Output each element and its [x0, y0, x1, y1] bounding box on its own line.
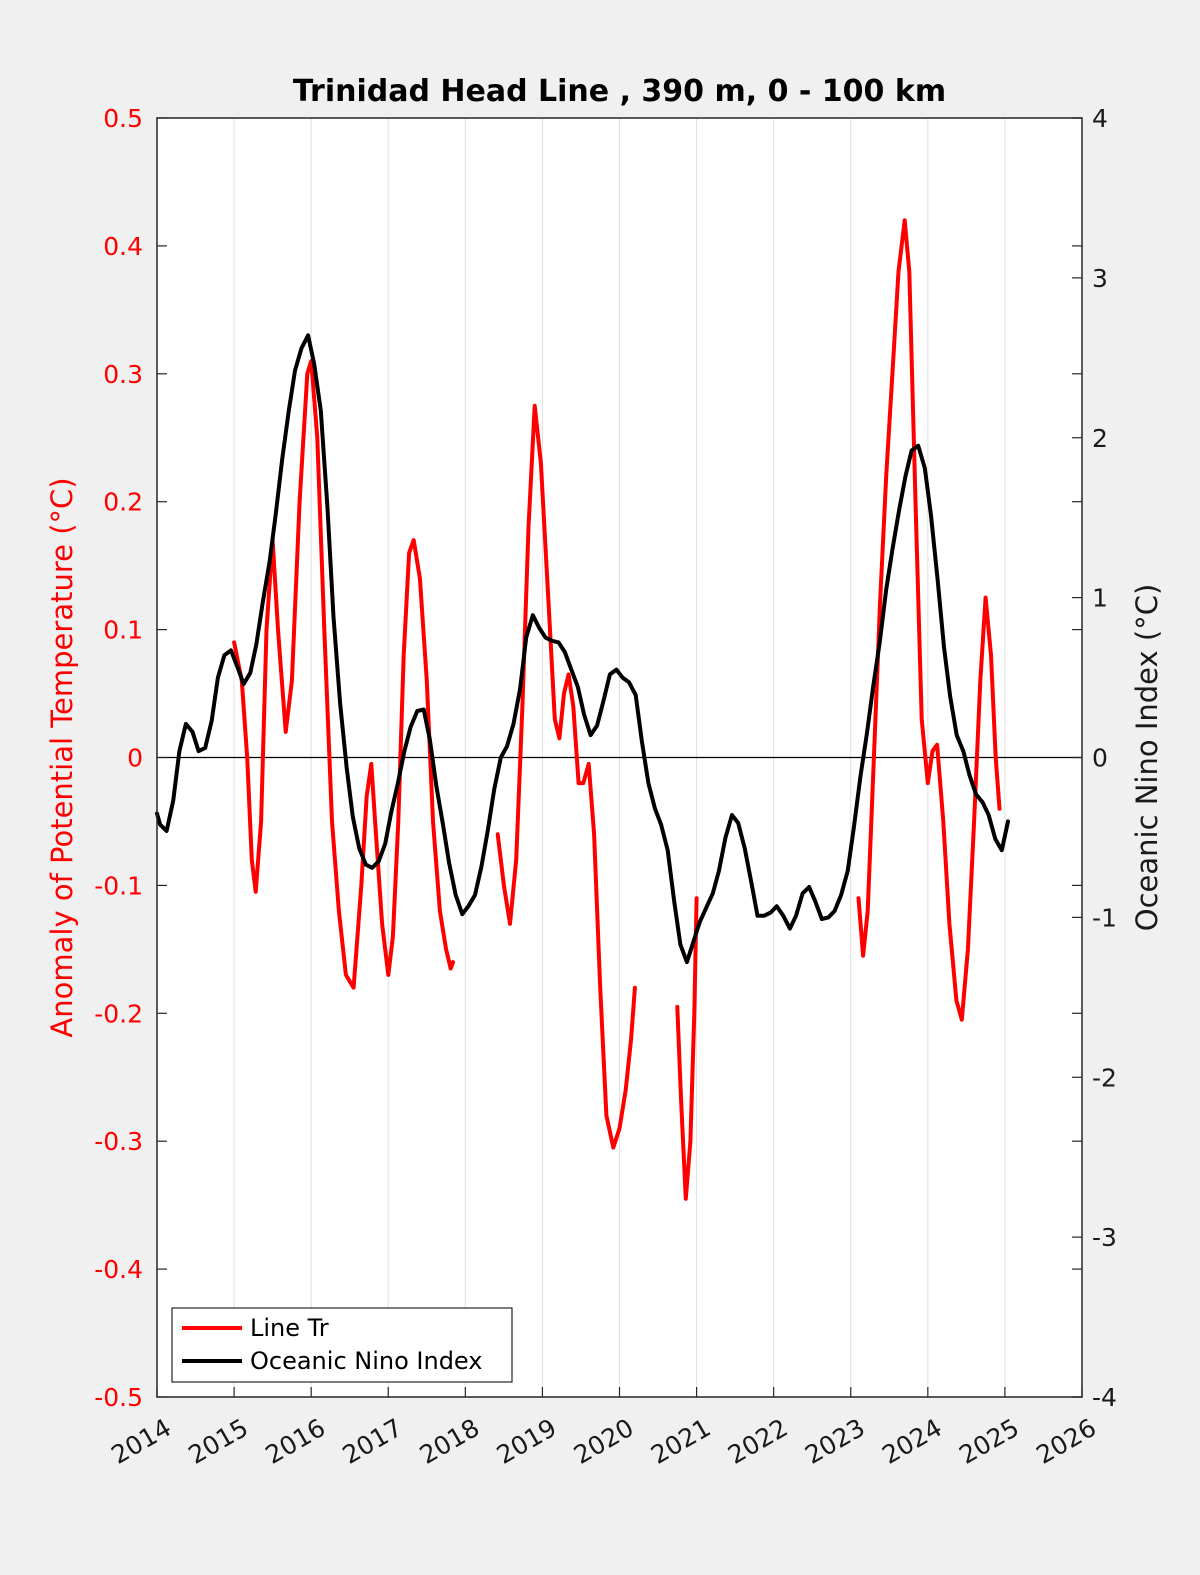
series-line-tr: [495, 403, 637, 1150]
right-tick-label: 4: [1092, 104, 1108, 133]
right-axis-label: Oceanic Nino Index (°C): [1130, 584, 1164, 932]
right-tick-label: -1: [1092, 903, 1117, 932]
right-tick-label: -3: [1092, 1223, 1117, 1252]
series-oni: [155, 333, 1010, 965]
right-tick-label: 2: [1092, 424, 1108, 453]
left-tick-label: 0.4: [103, 232, 143, 261]
left-tick-label: -0.3: [94, 1127, 143, 1156]
legend: Line Tr Oceanic Nino Index: [171, 1307, 513, 1383]
right-tick-label: 3: [1092, 264, 1108, 293]
left-tick-label: 0.1: [103, 616, 143, 645]
left-tick-label: 0: [127, 744, 143, 773]
chart-title: Trinidad Head Line , 390 m, 0 - 100 km: [293, 74, 946, 109]
right-tick-label: -2: [1092, 1063, 1117, 1092]
left-tick-label: -0.1: [94, 871, 143, 900]
series-line-tr: [675, 896, 699, 1201]
legend-entry-oni: Oceanic Nino Index: [250, 1347, 482, 1375]
right-tick-label: 1: [1092, 584, 1108, 613]
left-axis-label: Anomaly of Potential Temperature (°C): [45, 477, 79, 1037]
left-tick-label: -0.2: [94, 999, 143, 1028]
left-tick-label: -0.5: [94, 1383, 143, 1412]
legend-entry-line-tr: Line Tr: [250, 1314, 329, 1342]
series-line-tr: [856, 218, 1002, 1022]
left-tick-label: 0.3: [103, 360, 143, 389]
left-tick-label: -0.4: [94, 1255, 143, 1284]
right-tick-label: -4: [1092, 1383, 1117, 1412]
legend-box: [171, 1307, 513, 1383]
left-tick-label: 0.2: [103, 488, 143, 517]
right-tick-label: 0: [1092, 744, 1108, 773]
series-layer: [155, 218, 1010, 1201]
axis-ticks: [156, 117, 1083, 1398]
left-tick-label: 0.5: [103, 104, 143, 133]
series-line-tr: [232, 359, 455, 990]
